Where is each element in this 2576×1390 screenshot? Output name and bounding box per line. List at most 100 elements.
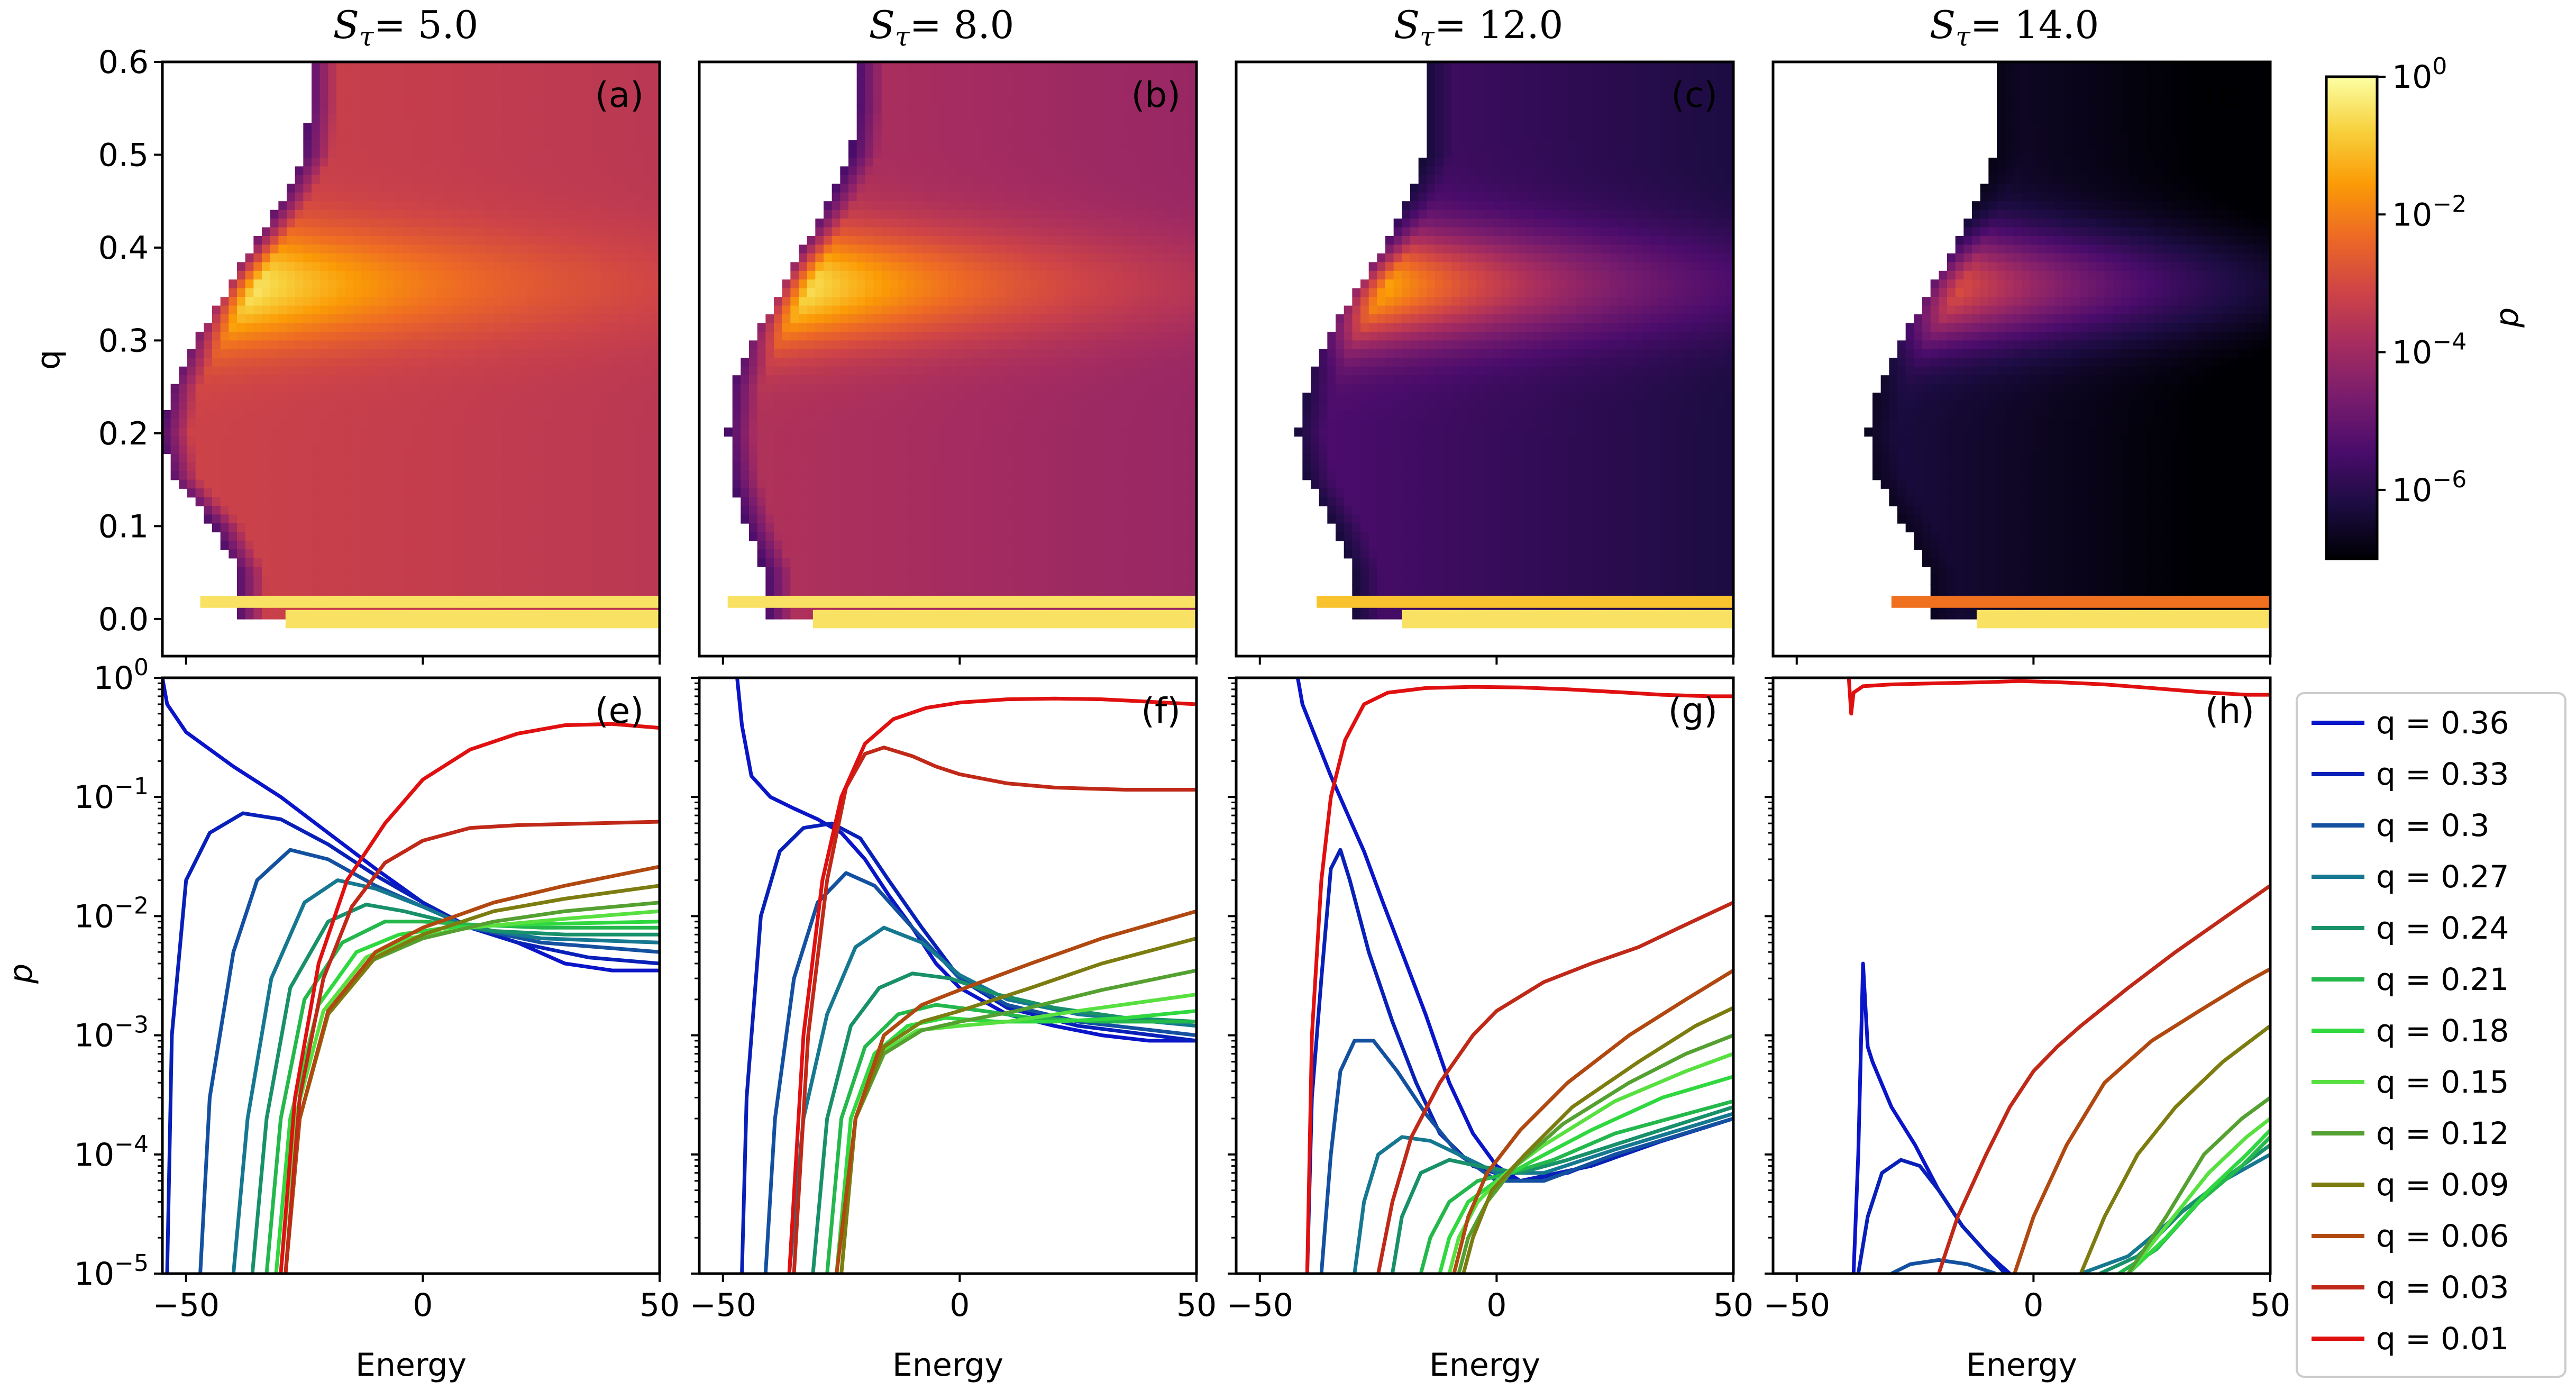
heatmap-cell — [535, 488, 544, 498]
heatmap-cell — [369, 331, 379, 341]
heatmap-cell — [461, 331, 470, 341]
heatmap-cell — [1188, 314, 1196, 324]
heatmap-cell — [461, 558, 470, 567]
heatmap-cell — [361, 471, 370, 480]
heatmap-cell — [881, 297, 891, 306]
heatmap-cell — [865, 157, 874, 167]
heatmap-cell — [840, 210, 849, 219]
heatmap-cell — [278, 340, 287, 350]
heatmap-cell — [585, 184, 594, 193]
heatmap-cell — [378, 227, 387, 237]
heatmap-cell — [915, 131, 924, 141]
heatmap-cell — [1030, 192, 1040, 202]
heatmap-cell — [469, 262, 478, 271]
heatmap-cell — [1155, 210, 1164, 219]
heatmap-cell — [915, 244, 924, 254]
heatmap-cell — [973, 96, 982, 106]
heatmap-cell — [601, 584, 610, 594]
heatmap-cell — [626, 192, 635, 202]
heatmap-cell — [303, 410, 312, 420]
heatmap-cell — [303, 305, 312, 315]
heatmap-cell — [890, 62, 899, 71]
heatmap-cell — [477, 419, 486, 428]
heatmap-cell — [1080, 114, 1090, 123]
heatmap-cell — [179, 436, 188, 446]
heatmap-cell — [931, 105, 940, 115]
heatmap-cell — [411, 140, 420, 150]
heatmap-cell — [419, 70, 428, 80]
heatmap-cell — [378, 419, 387, 428]
heatmap-cell — [1138, 184, 1147, 193]
heatmap-cell — [502, 131, 511, 141]
heatmap-cell — [610, 505, 619, 515]
heatmap-cell — [568, 444, 578, 455]
heatmap-cell — [890, 123, 899, 132]
heatmap-cell — [923, 201, 932, 211]
heatmap-cell — [319, 262, 329, 271]
heatmap-cell — [840, 270, 849, 280]
heatmap-cell — [1163, 175, 1172, 185]
heatmap-cell — [568, 419, 578, 428]
heatmap-cell — [1155, 140, 1164, 150]
heatmap-cell — [518, 270, 528, 280]
heatmap-cell — [436, 401, 445, 411]
heatmap-cell — [253, 340, 262, 350]
heatmap-cell — [312, 123, 321, 132]
heatmap-cell — [535, 575, 544, 585]
heatmap-cell — [461, 123, 470, 132]
heatmap-cell — [461, 201, 470, 211]
heatmap-cell — [436, 305, 445, 315]
heatmap-cell — [1039, 175, 1048, 185]
heatmap-cell — [585, 175, 594, 185]
heatmap-cell — [601, 514, 610, 524]
heatmap-cell — [419, 96, 428, 106]
heatmap-cell — [510, 201, 519, 211]
heatmap-cell — [527, 349, 536, 359]
heatmap-cell — [270, 393, 279, 402]
heatmap-cell — [568, 175, 578, 185]
heatmap-cell — [890, 105, 899, 115]
heatmap-cell — [618, 227, 627, 237]
heatmap-cell — [1113, 314, 1122, 324]
heatmap-cell — [510, 323, 519, 332]
heatmap-cell — [1030, 366, 1040, 376]
heatmap-cell — [832, 236, 841, 246]
heatmap-cell — [865, 192, 874, 202]
heatmap-cell — [328, 192, 337, 202]
heatmap-cell — [865, 184, 874, 193]
heatmap-cell — [998, 366, 1007, 376]
heatmap-cell — [1097, 227, 1106, 237]
heatmap-cell — [253, 479, 262, 489]
heatmap-cell — [518, 305, 528, 315]
heatmap-cell — [1030, 140, 1040, 150]
heatmap-cell — [344, 262, 354, 271]
heatmap-cell — [510, 540, 519, 550]
heatmap-cell — [378, 279, 387, 289]
heatmap-cell — [1188, 123, 1196, 132]
heatmap-cell — [419, 488, 428, 498]
heatmap-cell — [1089, 244, 1098, 254]
heatmap-cell — [593, 88, 602, 97]
heatmap-cell — [436, 157, 445, 167]
heatmap-cell — [452, 488, 461, 498]
heatmap-cell — [898, 166, 907, 176]
heatmap-cell — [1155, 131, 1164, 141]
heatmap-cell — [369, 279, 379, 289]
heatmap-cell — [948, 157, 957, 167]
heatmap-cell — [1030, 331, 1040, 341]
heatmap-cell — [890, 375, 899, 385]
heatmap-cell — [1022, 227, 1031, 237]
heatmap-cell — [568, 166, 578, 176]
heatmap-cell — [989, 131, 998, 141]
heatmap-cell — [535, 184, 544, 193]
heatmap-cell — [782, 358, 791, 367]
heatmap-cell — [1089, 62, 1098, 71]
heatmap-cell — [411, 288, 420, 297]
heatmap-cell — [1022, 70, 1031, 80]
heatmap-cell — [610, 114, 619, 123]
heatmap-cell — [336, 471, 345, 480]
heatmap-cell — [378, 497, 387, 506]
heatmap-cell — [253, 462, 262, 471]
heatmap-cell — [394, 366, 404, 376]
heatmap-cell — [585, 253, 594, 263]
